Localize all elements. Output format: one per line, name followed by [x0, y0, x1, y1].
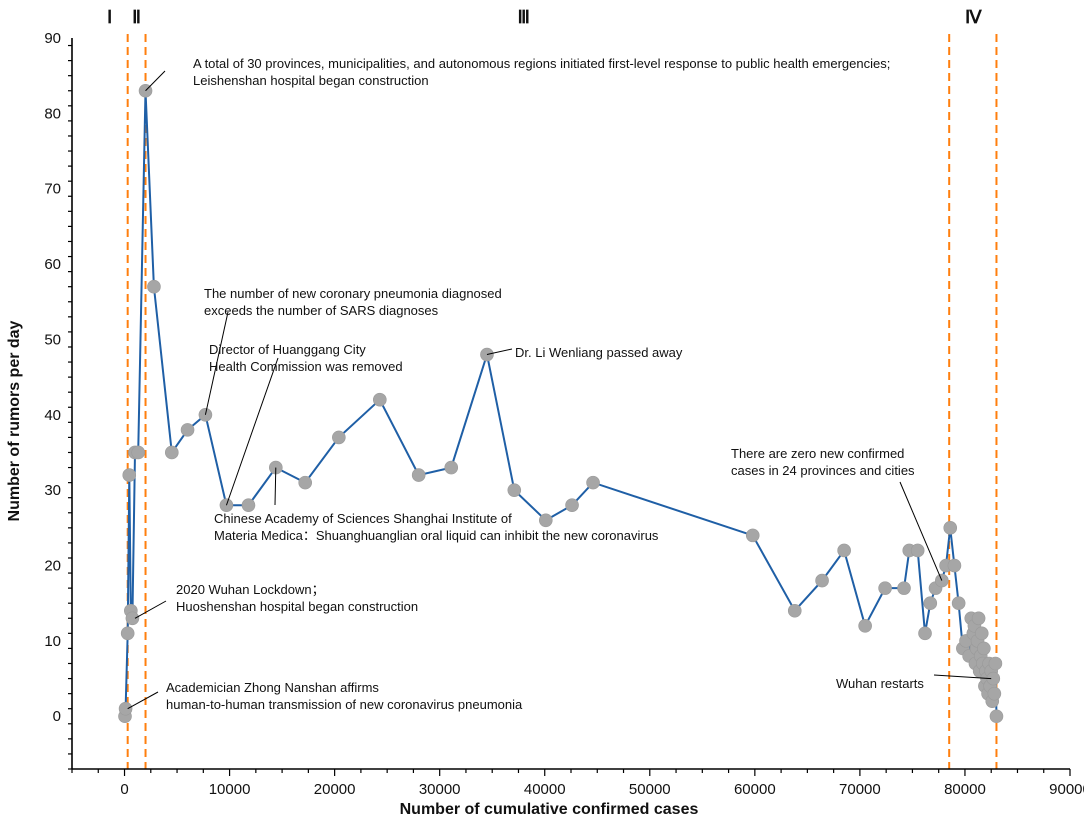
annotation-text: 2020 Wuhan Lockdown；	[176, 582, 325, 598]
data-point	[444, 460, 459, 475]
annotation-text: Leishenshan hospital began construction	[193, 73, 429, 88]
data-point	[837, 543, 851, 558]
phase-label: Ⅰ	[107, 7, 112, 27]
annotation-text: Academician Zhong Nanshan affirms	[166, 680, 379, 695]
data-point	[131, 445, 145, 460]
data-point	[918, 626, 932, 641]
y-tick-label: 80	[44, 105, 61, 122]
annotation-text: Director of Huanggang City	[209, 342, 366, 357]
data-point	[565, 498, 579, 513]
data-point	[180, 423, 195, 437]
data-point	[332, 430, 346, 445]
y-tick-label: 0	[53, 708, 61, 725]
x-tick-label: 40000	[524, 781, 566, 798]
data-point	[878, 581, 892, 595]
data-point	[910, 543, 925, 558]
annotation-text: human-to-human transmission of new coron…	[166, 697, 523, 712]
annotation-text: Huoshenshan hospital began construction	[176, 599, 418, 614]
x-axis-title: Number of cumulative confirmed cases	[400, 801, 699, 818]
data-point	[147, 279, 161, 294]
data-point	[897, 581, 911, 595]
data-point	[538, 513, 553, 528]
x-tick-label: 20000	[314, 781, 356, 798]
annotation-text: A total of 30 provinces, municipalities,…	[193, 56, 890, 71]
annotation-leader-line	[486, 348, 513, 356]
phase-label: Ⅳ	[965, 7, 982, 27]
data-point	[586, 475, 600, 490]
data-point	[987, 686, 1002, 701]
phase-label: Ⅲ	[518, 7, 530, 27]
data-point	[507, 483, 522, 497]
annotation-text: Materia Medica：Shuanghuanglian oral liqu…	[214, 528, 659, 543]
x-tick-label: 30000	[419, 781, 461, 798]
annotation-leader-line	[274, 467, 277, 506]
data-point	[298, 475, 313, 490]
data-point	[411, 468, 426, 482]
data-point	[951, 596, 966, 611]
data-point	[943, 521, 958, 535]
data-point	[373, 392, 387, 407]
data-point	[815, 573, 829, 588]
phase-label: Ⅱ	[132, 7, 141, 27]
annotation-leader-line	[134, 600, 167, 619]
data-point	[165, 445, 179, 460]
data-point	[971, 611, 986, 626]
annotation-text: exceeds the number of SARS diagnoses	[204, 303, 439, 318]
x-tick-label: 90000	[1049, 781, 1084, 798]
y-tick-label: 90	[44, 30, 61, 47]
annotation-text: There are zero new confirmed	[731, 446, 904, 461]
annotation-text: The number of new coronary pneumonia dia…	[204, 286, 502, 301]
x-tick-label: 60000	[734, 781, 776, 798]
annotation-text: Dr. Li Wenliang passed away	[515, 345, 683, 360]
y-tick-label: 60	[44, 256, 61, 273]
y-tick-label: 70	[44, 181, 61, 198]
data-point	[118, 701, 133, 716]
x-tick-label: 50000	[629, 781, 671, 798]
annotation-leader-line	[204, 311, 229, 415]
data-point	[988, 656, 1003, 671]
y-axis-title: Number of rumors per day	[6, 320, 23, 521]
x-tick-label: 0	[120, 781, 128, 798]
data-point	[125, 611, 140, 626]
data-point	[977, 641, 991, 656]
data-point	[120, 626, 135, 641]
data-point	[745, 528, 760, 543]
y-tick-label: 20	[44, 558, 61, 575]
series-rumors	[118, 83, 1004, 724]
annotation-leader-line	[145, 70, 166, 92]
data-point	[241, 498, 256, 513]
data-point	[989, 709, 1004, 724]
annotation-text: Wuhan restarts	[836, 676, 924, 691]
annotations: A total of 30 provinces, municipalities,…	[127, 56, 992, 712]
annotation-text: cases in 24 provinces and cities	[731, 463, 915, 478]
y-tick-label: 30	[44, 482, 61, 499]
phase-boundary-lines	[126, 34, 998, 769]
data-point	[923, 596, 938, 611]
data-point	[947, 558, 962, 573]
annotation-text: Health Commission was removed	[209, 359, 403, 374]
data-point	[974, 626, 989, 641]
x-tick-label: 10000	[209, 781, 251, 798]
y-tick-label: 50	[44, 331, 61, 348]
annotation-leader-line	[127, 691, 159, 710]
annotation-leader-line	[933, 674, 992, 680]
x-tick-label: 80000	[944, 781, 986, 798]
data-point	[122, 468, 137, 482]
axes: 0 10 20 30 40 50 60 70 80 90 0 10000 20000 30000 40000…	[44, 30, 1084, 798]
x-tick-label: 70000	[839, 781, 881, 798]
annotation-leader-line	[899, 481, 943, 581]
y-tick-label: 40	[44, 407, 61, 424]
data-point	[858, 619, 872, 633]
annotation-text: Chinese Academy of Sciences Shanghai Ins…	[214, 511, 512, 526]
data-point	[787, 603, 802, 618]
y-tick-label: 10	[44, 633, 61, 650]
annotation-leader-line	[225, 357, 279, 506]
